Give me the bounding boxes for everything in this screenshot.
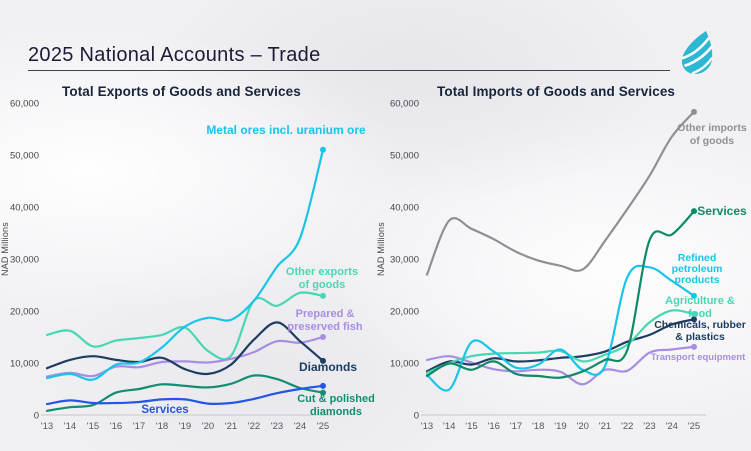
y-tick-label: 0 — [34, 411, 39, 422]
page-title: 2025 National Accounts – Trade — [28, 44, 321, 66]
x-tick-label: '24 — [666, 421, 678, 432]
series-endpoint-services — [320, 382, 326, 389]
series-line-cut-polished-diamonds — [45, 374, 325, 412]
series-line-prepared-preserved-fish — [45, 335, 325, 378]
exports-plot: 0 10,000 20,000 30,000 40,000 50,000 60,000 '13… — [10, 99, 335, 432]
y-tick-label: 30,000 — [390, 255, 419, 266]
y-tick-label: 0 — [414, 411, 419, 422]
x-tick-label: '19 — [179, 421, 191, 432]
x-tick-label: '16 — [110, 421, 122, 432]
series-line-services — [425, 210, 696, 379]
x-tick-label: '23 — [271, 421, 283, 432]
x-tick-label: '16 — [488, 421, 500, 432]
x-tick-label: '13 — [41, 421, 53, 432]
x-tick-label: '14 — [443, 421, 455, 432]
y-tick-label: 60,000 — [390, 99, 419, 110]
x-tick-label: '24 — [294, 421, 306, 432]
imports-chart: Total Imports of Goods and Services NAD … — [376, 80, 751, 445]
series-endpoint-metal-ores-incl-uranium-ore — [320, 146, 326, 153]
x-tick-label: '20 — [202, 421, 214, 432]
series-line-services — [45, 384, 325, 406]
imports-plot: 0 10,000 20,000 30,000 40,000 50,000 60,000 '13… — [390, 99, 706, 432]
series-endpoint-other-imports-of-goods — [691, 108, 697, 115]
exports-chart-title: Total Exports of Goods and Services — [62, 84, 301, 99]
title-underline — [28, 70, 670, 72]
x-tick-label: '25 — [688, 421, 700, 432]
x-tick-label: '17 — [133, 421, 145, 432]
x-tick-label: '22 — [248, 421, 260, 432]
series-endpoint-agriculture-food — [691, 311, 697, 318]
y-tick-label: 30,000 — [10, 255, 39, 266]
x-tick-label: '25 — [317, 421, 329, 432]
x-tick-label: '17 — [510, 421, 522, 432]
y-tick-label: 20,000 — [10, 307, 39, 318]
y-tick-label: 50,000 — [390, 151, 419, 162]
y-tick-label: 50,000 — [10, 151, 39, 162]
series-line-chemicals-rubber-plastics — [425, 318, 696, 373]
imports-chart-title: Total Imports of Goods and Services — [437, 84, 676, 99]
x-tick-label: '13 — [421, 421, 433, 432]
series-line-transport-equipment — [425, 345, 696, 386]
series-endpoint-transport-equipment — [691, 343, 697, 350]
series-endpoint-chemicals-rubber-plastics — [691, 316, 697, 323]
x-tick-label: '22 — [621, 421, 633, 432]
series-endpoint-other-exports-of-goods — [320, 292, 326, 299]
x-tick-label: '14 — [64, 421, 76, 432]
x-tick-label: '19 — [554, 421, 566, 432]
y-tick-label: 20,000 — [390, 307, 419, 318]
series-endpoint-diamonds — [320, 357, 326, 364]
x-tick-label: '20 — [577, 421, 589, 432]
series-endpoint-prepared-preserved-fish — [320, 334, 326, 340]
y-tick-label: 60,000 — [10, 99, 39, 110]
series-line-metal-ores-incl-uranium-ore — [45, 148, 325, 381]
x-tick-label: '18 — [156, 421, 168, 432]
y-tick-label: 40,000 — [390, 203, 419, 214]
series-endpoint-cut-polished-diamonds — [320, 389, 326, 396]
exports-chart: Total Exports of Goods and Services NAD … — [0, 80, 375, 445]
series-line-refined-petroleum-products — [425, 264, 696, 392]
flame-leaf-logo — [681, 31, 713, 75]
series-line-other-imports-of-goods — [425, 110, 696, 276]
series-endpoint-services — [691, 208, 697, 215]
x-tick-label: '21 — [225, 421, 237, 432]
x-tick-label: '15 — [465, 421, 477, 432]
series-line-diamonds — [45, 321, 325, 376]
y-tick-label: 40,000 — [10, 203, 39, 214]
x-tick-label: '15 — [87, 421, 99, 432]
y-tick-label: 10,000 — [10, 359, 39, 370]
series-endpoint-refined-petroleum-products — [691, 292, 697, 299]
x-tick-label: '21 — [599, 421, 611, 432]
y-tick-label: 10,000 — [390, 359, 419, 370]
x-tick-label: '23 — [643, 421, 655, 432]
x-tick-label: '18 — [532, 421, 544, 432]
series-line-agriculture-food — [425, 309, 696, 374]
